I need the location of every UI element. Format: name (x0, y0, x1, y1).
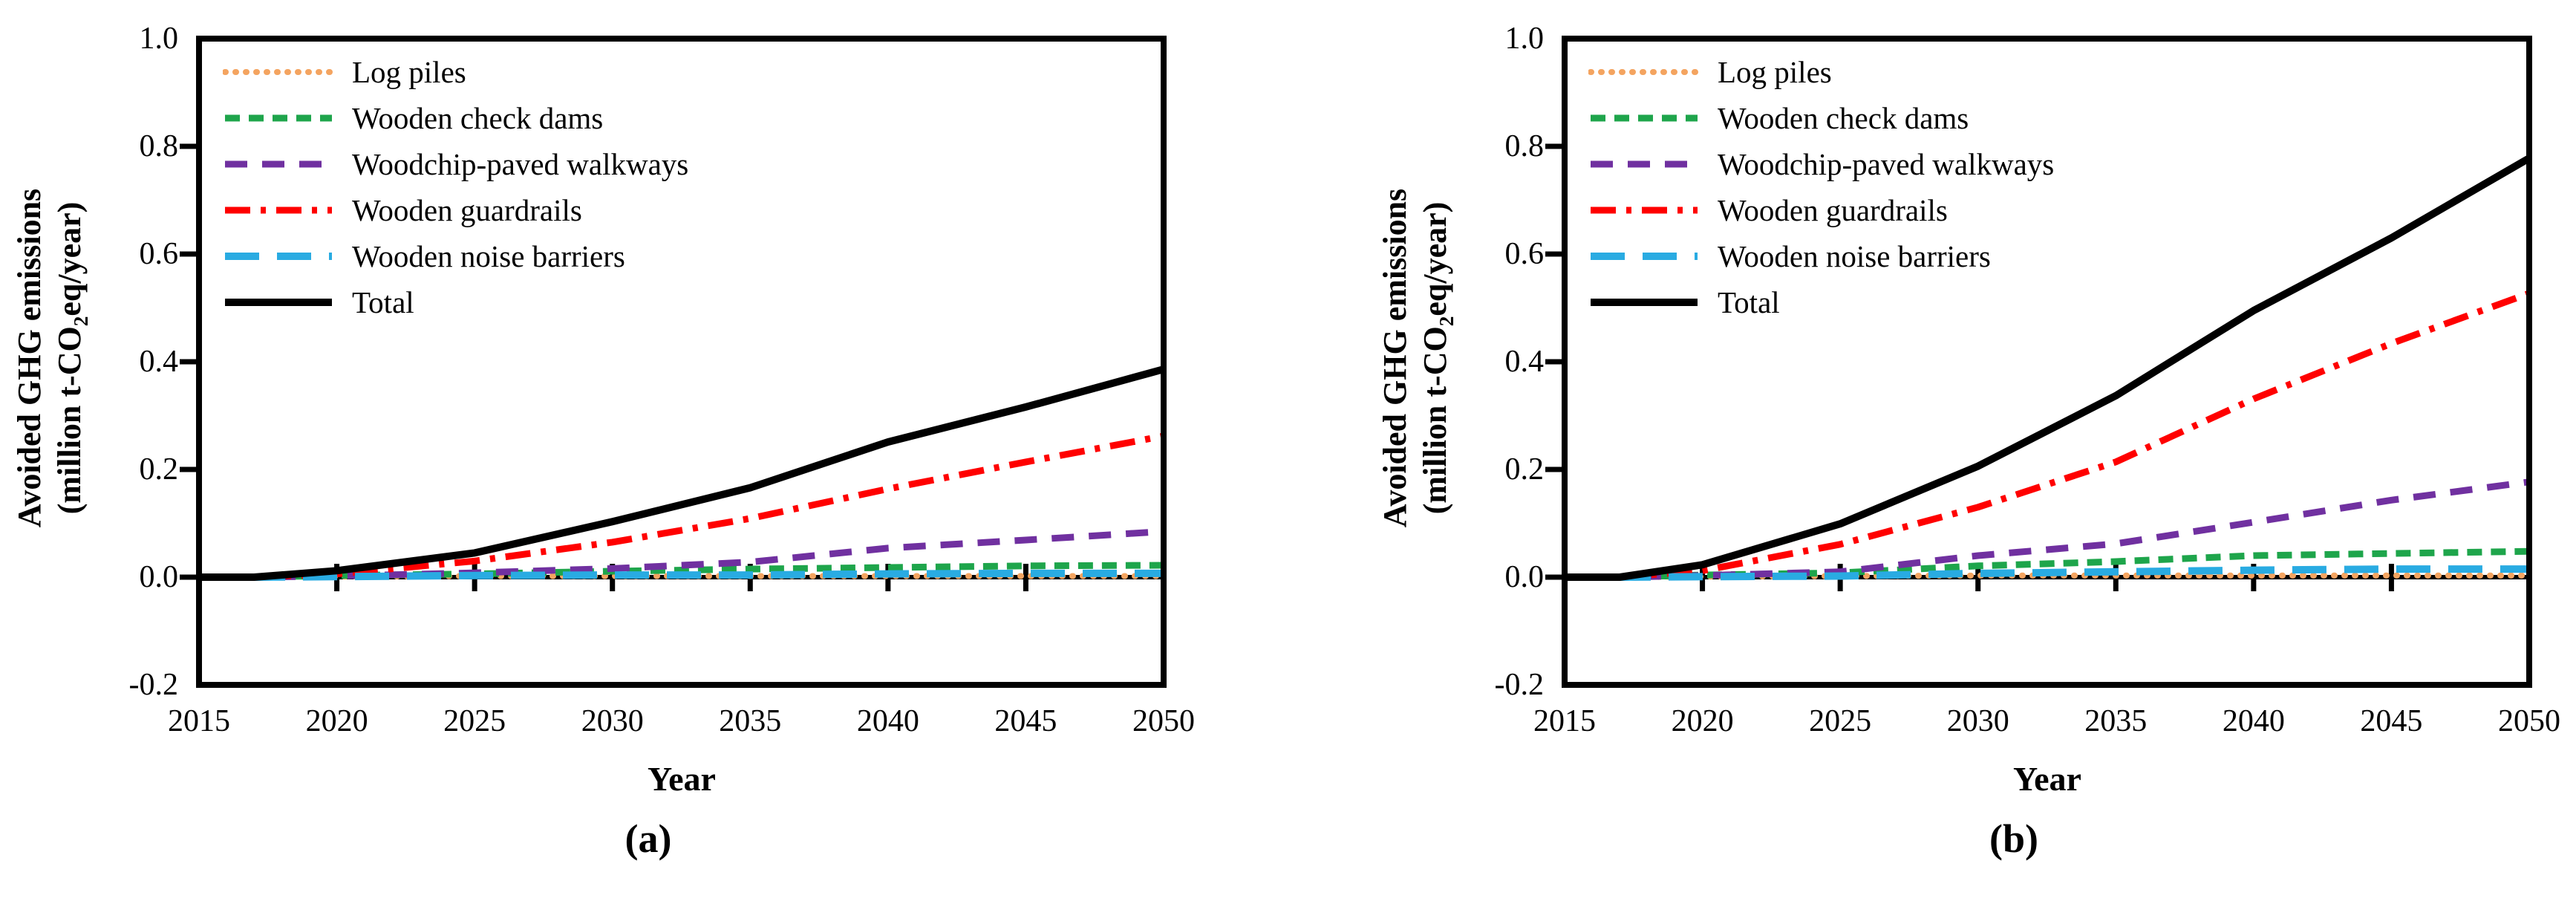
y-axis-title-line1: Avoided GHG emissions (1375, 61, 1416, 655)
legend-b: Log piles Wooden check dams Woodchip-paved… (1588, 49, 2054, 325)
series-wooden-check-dams-line (1565, 547, 2530, 581)
legend-item-total: Total (1588, 279, 2054, 325)
x-tick-label-2050: 2050 (2498, 704, 2560, 738)
y-tick-label-0.6: 0.6 (139, 237, 179, 271)
legend-label-log-piles: Log piles (1718, 55, 1832, 89)
legend-label-log-piles: Log piles (352, 55, 466, 89)
legend-line-sample-wooden-guardrails (225, 207, 332, 214)
legend-a: Log piles Wooden check dams Woodchip-paved… (223, 49, 688, 325)
y-tick-label-0.0: 0.0 (1504, 560, 1545, 594)
legend-label-woodchip-paved-walkways: Woodchip-paved walkways (1718, 147, 2055, 181)
legend-line-sample-log-piles (223, 69, 334, 75)
legend-line-sample-total (225, 299, 332, 306)
plot-border (1562, 36, 2532, 688)
legend-item-wooden-guardrails: Wooden guardrails (1588, 187, 2054, 233)
series-wooden-guardrails-line (199, 432, 1164, 581)
x-tick-label-2025: 2025 (443, 704, 506, 738)
series-wooden-guardrails-line (1565, 290, 2531, 581)
x-tick-label-2035: 2035 (2084, 704, 2148, 738)
y-tick-label-0.6: 0.6 (1504, 237, 1545, 271)
legend-label-wooden-check-dams: Wooden check dams (1718, 101, 1969, 135)
x-tick-label-2045: 2045 (2360, 704, 2423, 738)
y-tick-label-0.2: 0.2 (139, 452, 179, 487)
x-tick-label-2030: 2030 (581, 704, 644, 738)
panel-caption-a: (a) (625, 816, 672, 861)
x-tick-label-2035: 2035 (719, 704, 782, 738)
x-tick-label-2015: 2015 (168, 704, 230, 738)
legend-label-wooden-noise-barriers: Wooden noise barriers (1718, 239, 1991, 273)
legend-line-sample-wooden-check-dams (1591, 114, 1698, 122)
x-tick-label-2040: 2040 (856, 704, 919, 738)
legend-line-sample-wooden-guardrails (1591, 207, 1698, 214)
legend-item-total: Total (223, 279, 688, 325)
legend-line-sample-log-piles (1588, 69, 1700, 75)
series-total-line (1565, 155, 2531, 581)
panel-caption-b: (b) (1989, 816, 2038, 861)
x-tick-label-2030: 2030 (1946, 704, 2009, 738)
y-axis-title-text1: Avoided GHG emissions (11, 188, 48, 528)
legend-item-log-piles: Log piles (223, 49, 688, 95)
y-tick-label-0.8: 0.8 (1504, 129, 1545, 163)
legend-item-wooden-noise-barriers: Wooden noise barriers (1588, 233, 2054, 279)
y-tick-label-0.4: 0.4 (1504, 345, 1545, 379)
x-tick-label-2025: 2025 (1809, 704, 1872, 738)
chart-a-plot-area (180, 36, 1167, 688)
y-tick-label-0.0: 0.0 (139, 560, 179, 594)
x-tick-label-2045: 2045 (994, 704, 1057, 738)
legend-label-wooden-noise-barriers: Wooden noise barriers (352, 239, 625, 273)
y-axis-title-line1: Avoided GHG emissions (9, 61, 50, 655)
legend-item-wooden-guardrails: Wooden guardrails (223, 187, 688, 233)
legend-label-total: Total (1718, 285, 1780, 319)
legend-line-sample-wooden-noise-barriers (225, 253, 332, 260)
legend-item-wooden-noise-barriers: Wooden noise barriers (223, 233, 688, 279)
y-tick-label-1.0: 1.0 (139, 22, 179, 56)
x-axis-title: Year (2013, 760, 2081, 798)
series-wooden-noise-barriers-line (1565, 565, 2529, 581)
y-tick-label-1.0: 1.0 (1504, 22, 1545, 56)
legend-line-sample-total (1591, 299, 1698, 306)
legend-item-wooden-check-dams: Wooden check dams (223, 95, 688, 141)
legend-item-woodchip-paved-walkways: Woodchip-paved walkways (223, 141, 688, 187)
legend-label-wooden-check-dams: Wooden check dams (352, 101, 604, 135)
legend-line-sample-woodchip-paved-walkways (1591, 160, 1698, 168)
legend-item-log-piles: Log piles (1588, 49, 2054, 95)
y-tick-label-0.8: 0.8 (139, 129, 179, 163)
x-tick-label-2020: 2020 (305, 704, 368, 738)
y-tick-label-0.2: 0.2 (1504, 452, 1545, 487)
x-axis-title: Year (648, 760, 716, 798)
legend-label-wooden-guardrails: Wooden guardrails (1718, 193, 1948, 227)
y-axis-title-text1: Avoided GHG emissions (1377, 188, 1413, 528)
legend-line-sample-wooden-check-dams (225, 114, 332, 122)
series-total-line (199, 365, 1165, 581)
panel-a: Avoided GHG emissions (million t-CO2eq/y… (0, 0, 1210, 904)
x-tick-label-2050: 2050 (1132, 704, 1195, 738)
legend-label-wooden-guardrails: Wooden guardrails (352, 193, 582, 227)
x-tick-label-2020: 2020 (1671, 704, 1734, 738)
plot-border (196, 36, 1167, 688)
x-tick-label-2015: 2015 (1533, 704, 1596, 738)
panel-b: Avoided GHG emissions (million t-CO2eq/y… (1366, 0, 2576, 904)
series-wooden-noise-barriers-line (199, 569, 1164, 581)
y-axis-title-subscript: 2 (1435, 316, 1458, 327)
legend-label-woodchip-paved-walkways: Woodchip-paved walkways (352, 147, 689, 181)
x-tick-label-2040: 2040 (2222, 704, 2285, 738)
y-axis-title-subscript: 2 (69, 316, 92, 327)
chart-b-plot-area (1545, 36, 2532, 688)
y-tick-label-0.4: 0.4 (139, 345, 179, 379)
y-tick-label--0.2: -0.2 (1494, 668, 1545, 702)
y-tick-label--0.2: -0.2 (128, 668, 179, 702)
legend-line-sample-woodchip-paved-walkways (225, 160, 332, 168)
legend-item-wooden-check-dams: Wooden check dams (1588, 95, 2054, 141)
legend-line-sample-wooden-noise-barriers (1591, 253, 1698, 260)
legend-item-woodchip-paved-walkways: Woodchip-paved walkways (1588, 141, 2054, 187)
legend-label-total: Total (352, 285, 414, 319)
